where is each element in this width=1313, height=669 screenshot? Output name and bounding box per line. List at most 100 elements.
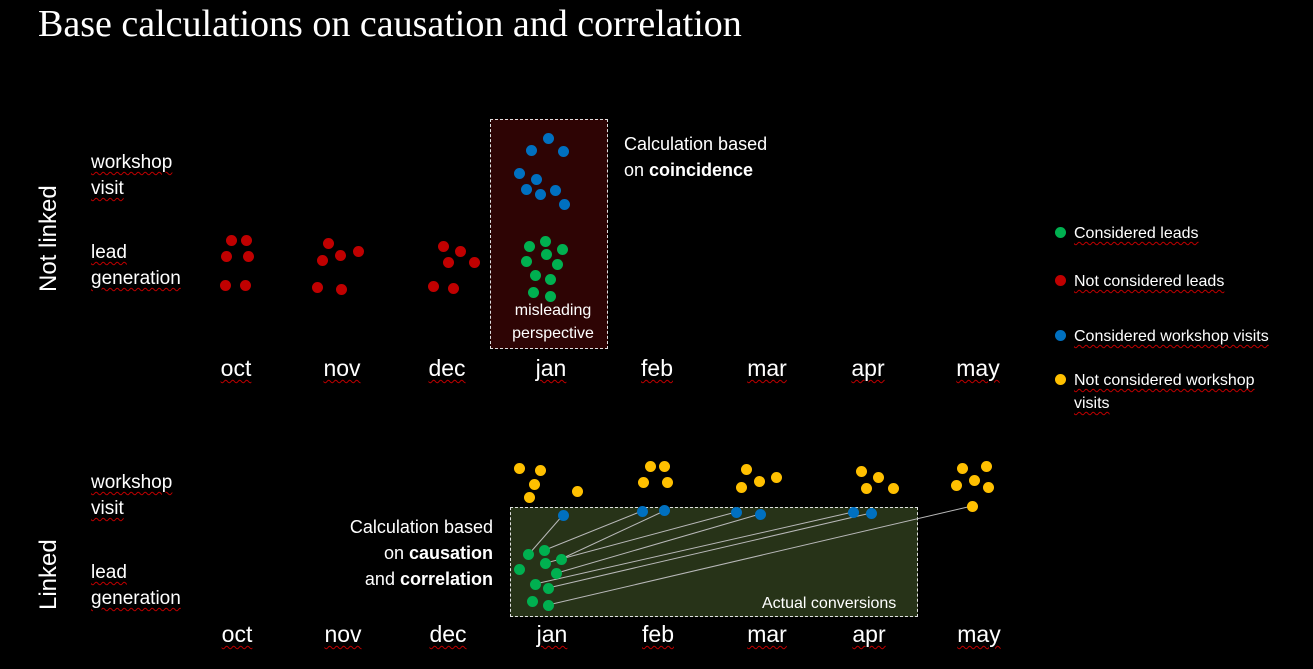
legend-swatch: [1055, 227, 1066, 238]
month-label: jan: [535, 355, 567, 381]
not-considered-workshop-visit-dot: [638, 477, 649, 488]
not-considered-workshop-visit-dot: [535, 465, 546, 476]
not-considered-workshop-visit-dot: [659, 461, 670, 472]
row-label-line: visit: [91, 178, 124, 199]
month-label: mar: [747, 621, 787, 647]
row-label-workshop-visit-top: workshop visit: [91, 150, 172, 202]
page-title: Base calculations on causation and corre…: [38, 3, 742, 45]
month-label: may: [956, 355, 1000, 381]
row-label-line: generation: [91, 588, 181, 609]
considered-lead-dot: [528, 287, 539, 298]
month-label: oct: [221, 621, 253, 647]
row-label-line: generation: [91, 268, 181, 289]
considered-lead-dot: [543, 600, 554, 611]
legend-item-not-considered-workshop-visits: Not considered workshop visits: [1055, 369, 1285, 415]
considered-workshop-visit-dot: [550, 185, 561, 196]
conversion-link: [556, 513, 761, 574]
considered-lead-dot: [524, 241, 535, 252]
considered-lead-dot: [557, 244, 568, 255]
conversion-link: [547, 512, 872, 589]
not-considered-workshop-visit-dot: [969, 475, 980, 486]
not-considered-workshop-visit-dot: [529, 479, 540, 490]
conversion-link: [547, 505, 973, 606]
month-label: apr: [851, 355, 885, 381]
caption-line: misleading: [514, 302, 592, 319]
legend-swatch: [1055, 330, 1066, 341]
considered-workshop-visit-dot: [558, 510, 569, 521]
row-label-lead-generation-top: lead generation: [91, 240, 181, 292]
not-considered-lead-dot: [443, 257, 454, 268]
not-considered-workshop-visit-dot: [771, 472, 782, 483]
considered-lead-dot: [545, 291, 556, 302]
conversion-link: [544, 510, 643, 551]
legend-label: Considered workshop visits: [1074, 328, 1269, 345]
considered-workshop-visit-dot: [535, 189, 546, 200]
considered-lead-dot: [514, 564, 525, 575]
not-considered-lead-dot: [455, 246, 466, 257]
row-label-workshop-visit-bottom: workshop visit: [91, 470, 172, 522]
considered-workshop-visit-dot: [543, 133, 554, 144]
not-considered-lead-dot: [336, 284, 347, 295]
considered-lead-dot: [552, 259, 563, 270]
not-considered-lead-dot: [220, 280, 231, 291]
legend-label: Not considered leads: [1074, 273, 1225, 290]
considered-workshop-visit-dot: [866, 508, 877, 519]
considered-workshop-visit-dot: [659, 505, 670, 516]
not-considered-workshop-visit-dot: [981, 461, 992, 472]
not-considered-workshop-visit-dot: [662, 477, 673, 488]
not-considered-lead-dot: [323, 238, 334, 249]
month-label: nov: [324, 621, 362, 647]
month-label: may: [957, 621, 1001, 647]
not-considered-lead-dot: [312, 282, 323, 293]
not-considered-lead-dot: [226, 235, 237, 246]
month-label: oct: [220, 355, 252, 381]
coincidence-note: Calculation based on coincidence: [624, 131, 767, 183]
considered-lead-dot: [540, 236, 551, 247]
not-considered-lead-dot: [469, 257, 480, 268]
not-considered-workshop-visit-dot: [572, 486, 583, 497]
row-label-lead-generation-bottom: lead generation: [91, 560, 181, 612]
not-considered-workshop-visit-dot: [967, 501, 978, 512]
row-label-line: workshop: [91, 472, 173, 493]
considered-workshop-visit-dot: [526, 145, 537, 156]
conversion-link: [545, 511, 737, 564]
not-considered-workshop-visit-dot: [514, 463, 525, 474]
conversion-link: [534, 511, 854, 585]
considered-lead-dot: [541, 249, 552, 260]
considered-lead-dot: [530, 579, 541, 590]
causation-note: Calculation based on causation and corre…: [300, 514, 493, 592]
not-considered-workshop-visit-dot: [741, 464, 752, 475]
misleading-perspective-box: [490, 119, 608, 349]
note-line-prefix: on: [624, 160, 650, 180]
month-label: feb: [641, 355, 673, 381]
month-label: mar: [747, 355, 787, 381]
not-considered-lead-dot: [317, 255, 328, 266]
actual-conversions-caption: Actual conversions: [762, 595, 897, 612]
considered-lead-dot: [527, 596, 538, 607]
misleading-perspective-caption: misleading perspective: [490, 299, 616, 345]
not-considered-lead-dot: [240, 280, 251, 291]
considered-lead-dot: [551, 568, 562, 579]
not-considered-workshop-visit-dot: [873, 472, 884, 483]
considered-lead-dot: [521, 256, 532, 267]
note-emphasis: causation: [408, 543, 493, 563]
not-considered-workshop-visit-dot: [861, 483, 872, 494]
legend-label: Considered leads: [1074, 225, 1199, 242]
not-considered-workshop-visit-dot: [856, 466, 867, 477]
row-label-line: lead: [91, 242, 127, 263]
considered-lead-dot: [556, 554, 567, 565]
month-label: dec: [428, 355, 466, 381]
not-considered-workshop-visit-dot: [957, 463, 968, 474]
considered-workshop-visit-dot: [731, 507, 742, 518]
legend-swatch: [1055, 275, 1066, 286]
note-line-prefix: on: [383, 543, 409, 563]
legend-swatch: [1055, 374, 1066, 385]
considered-lead-dot: [540, 558, 551, 569]
conversion-link: [560, 510, 665, 560]
note-line: Calculation based: [349, 517, 493, 537]
month-label: feb: [642, 621, 674, 647]
actual-conversions-box: [510, 507, 918, 617]
considered-workshop-visit-dot: [559, 199, 570, 210]
considered-workshop-visit-dot: [848, 507, 859, 518]
